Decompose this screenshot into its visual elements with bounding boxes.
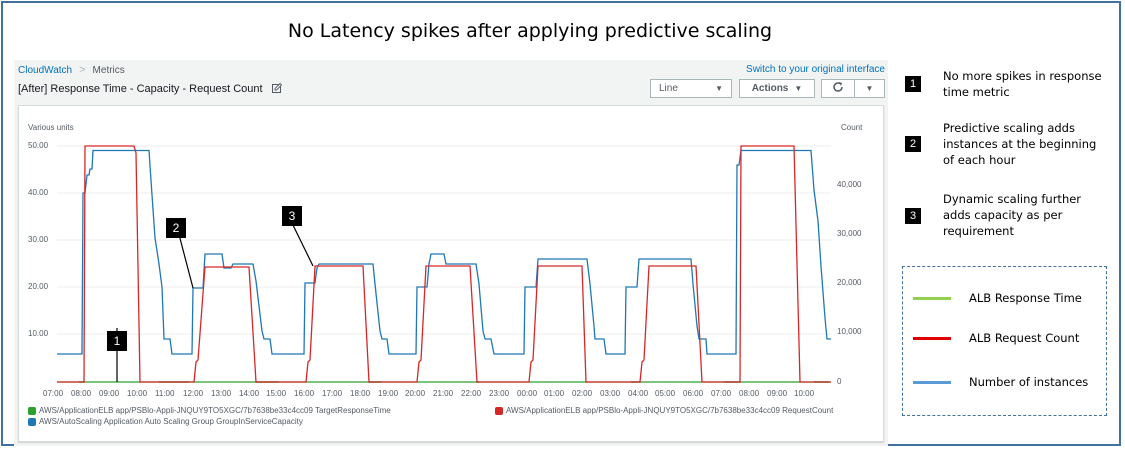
callout-text: Dynamic scaling further adds capacity as…: [943, 192, 1082, 238]
x-tick: 19:00: [378, 389, 399, 398]
actions-label: Actions: [751, 83, 789, 94]
x-tick: 10:00: [794, 389, 815, 398]
callout-text: No more spikes in response time metric: [943, 69, 1102, 99]
series-key-legend: ALB Response Time ALB Request Count Numb…: [902, 266, 1107, 416]
x-tick: 09:00: [99, 389, 120, 398]
x-tick: 07:00: [711, 389, 732, 398]
right-axis-label: Count: [841, 123, 863, 132]
callout-text: Predictive scaling adds instances at the…: [943, 121, 1097, 167]
gridlines: [57, 145, 831, 335]
legend-item-instances[interactable]: AWS/AutoScaling Application Auto Scaling…: [28, 417, 303, 426]
key-label: ALB Response Time: [969, 291, 1082, 305]
legend-label: AWS/ApplicationELB app/PSBlo-Appli-JNQUY…: [506, 406, 834, 415]
key-label: ALB Request Count: [969, 331, 1080, 345]
x-tick: 22:00: [461, 389, 482, 398]
x-tick: 13:00: [211, 389, 232, 398]
x-tick: 07:00: [43, 389, 64, 398]
chevron-right-icon: >: [79, 64, 86, 76]
x-tick: 23:00: [489, 389, 510, 398]
x-tick: 21:00: [433, 389, 454, 398]
legend-item-response-time[interactable]: AWS/ApplicationELB app/PSBlo-Appli-JNQUY…: [28, 406, 391, 415]
x-tick: 09:00: [767, 389, 788, 398]
x-tick: 06:00: [683, 389, 704, 398]
key-item-request-count: ALB Request Count: [913, 331, 1079, 345]
legend-swatch-blue: [28, 417, 36, 426]
left-tick: 20.00: [28, 282, 49, 291]
key-swatch-blue: [913, 380, 951, 384]
x-tick: 04:00: [628, 389, 649, 398]
line-chart: [57, 145, 831, 383]
key-item-instances: Number of instances: [913, 375, 1088, 389]
x-tick: 12:00: [183, 389, 204, 398]
chart-type-value: Line: [659, 83, 678, 94]
left-axis-label: Various units: [28, 123, 74, 132]
x-tick: 05:00: [655, 389, 676, 398]
slide-title: No Latency spikes after applying predict…: [287, 20, 773, 42]
x-tick: 08:00: [71, 389, 92, 398]
x-tick: 03:00: [600, 389, 621, 398]
legend-swatch-green: [28, 406, 36, 415]
x-tick: 14:00: [239, 389, 260, 398]
x-tick: 20:00: [405, 389, 426, 398]
key-swatch-green: [913, 296, 951, 300]
graph-title-text: [After] Response Time - Capacity - Reque…: [18, 83, 263, 95]
x-tick: 16:00: [294, 389, 315, 398]
refresh-button[interactable]: [821, 79, 855, 98]
graph-panel: Various units Count 50.00 40.00 30.00 20…: [18, 105, 884, 442]
key-item-response-time: ALB Response Time: [913, 291, 1082, 305]
legend-swatch-red: [495, 406, 503, 415]
breadcrumb: CloudWatch > Metrics: [18, 64, 125, 76]
x-tick: 01:00: [544, 389, 565, 398]
x-tick: 17:00: [322, 389, 343, 398]
refresh-icon: [832, 81, 844, 96]
right-tick: 30,000: [837, 229, 862, 238]
x-tick: 08:00: [739, 389, 760, 398]
cloudwatch-screenshot: CloudWatch > Metrics Switch to your origin…: [14, 60, 888, 446]
left-tick: 50.00: [28, 141, 49, 150]
caret-down-icon: ▼: [865, 84, 874, 93]
right-tick: 0: [837, 377, 842, 386]
callout-description-1: 1: [905, 76, 921, 92]
refresh-options-button[interactable]: ▼: [854, 79, 885, 98]
callout-description-3: 3: [905, 208, 921, 224]
legend-label: AWS/ApplicationELB app/PSBlo-Appli-JNQUY…: [39, 406, 391, 415]
left-tick: 10.00: [28, 329, 49, 338]
x-tick: 18:00: [350, 389, 371, 398]
legend-label: AWS/AutoScaling Application Auto Scaling…: [39, 417, 303, 426]
x-tick: 00:00: [517, 389, 538, 398]
breadcrumb-cloudwatch-link[interactable]: CloudWatch: [18, 65, 73, 76]
caret-down-icon: ▼: [794, 84, 803, 93]
series-instances: [57, 149, 831, 355]
callout-3-leader: [291, 222, 314, 267]
right-tick: 20,000: [837, 278, 862, 287]
chart-type-select[interactable]: Line ▼: [650, 79, 732, 98]
actions-button[interactable]: Actions ▼: [739, 79, 815, 98]
callout-number: 3: [905, 208, 921, 224]
x-tick: 10:00: [127, 389, 148, 398]
x-tick: 02:00: [572, 389, 593, 398]
left-tick: 30.00: [28, 235, 49, 244]
callout-marker-2: 2: [166, 218, 186, 238]
callout-marker-3: 3: [282, 206, 302, 226]
switch-interface-link[interactable]: Switch to your original interface: [746, 64, 885, 75]
caret-down-icon: ▼: [715, 84, 723, 93]
callout-number: 1: [905, 76, 921, 92]
edit-icon[interactable]: [271, 82, 282, 96]
key-swatch-red: [913, 336, 951, 340]
graph-title: [After] Response Time - Capacity - Reque…: [18, 82, 282, 96]
left-tick: 40.00: [28, 188, 49, 197]
legend-item-request-count[interactable]: AWS/ApplicationELB app/PSBlo-Appli-JNQUY…: [495, 406, 833, 415]
right-tick: 40,000: [837, 180, 862, 189]
right-tick: 10,000: [837, 327, 862, 336]
breadcrumb-metrics: Metrics: [92, 65, 125, 76]
key-label: Number of instances: [969, 375, 1089, 389]
x-tick: 15:00: [266, 389, 287, 398]
callout-number: 2: [905, 136, 921, 152]
series-request-count: [57, 145, 831, 383]
callout-marker-1: 1: [107, 331, 127, 351]
x-tick: 11:00: [155, 389, 175, 398]
callout-description-2: 2: [905, 136, 921, 152]
